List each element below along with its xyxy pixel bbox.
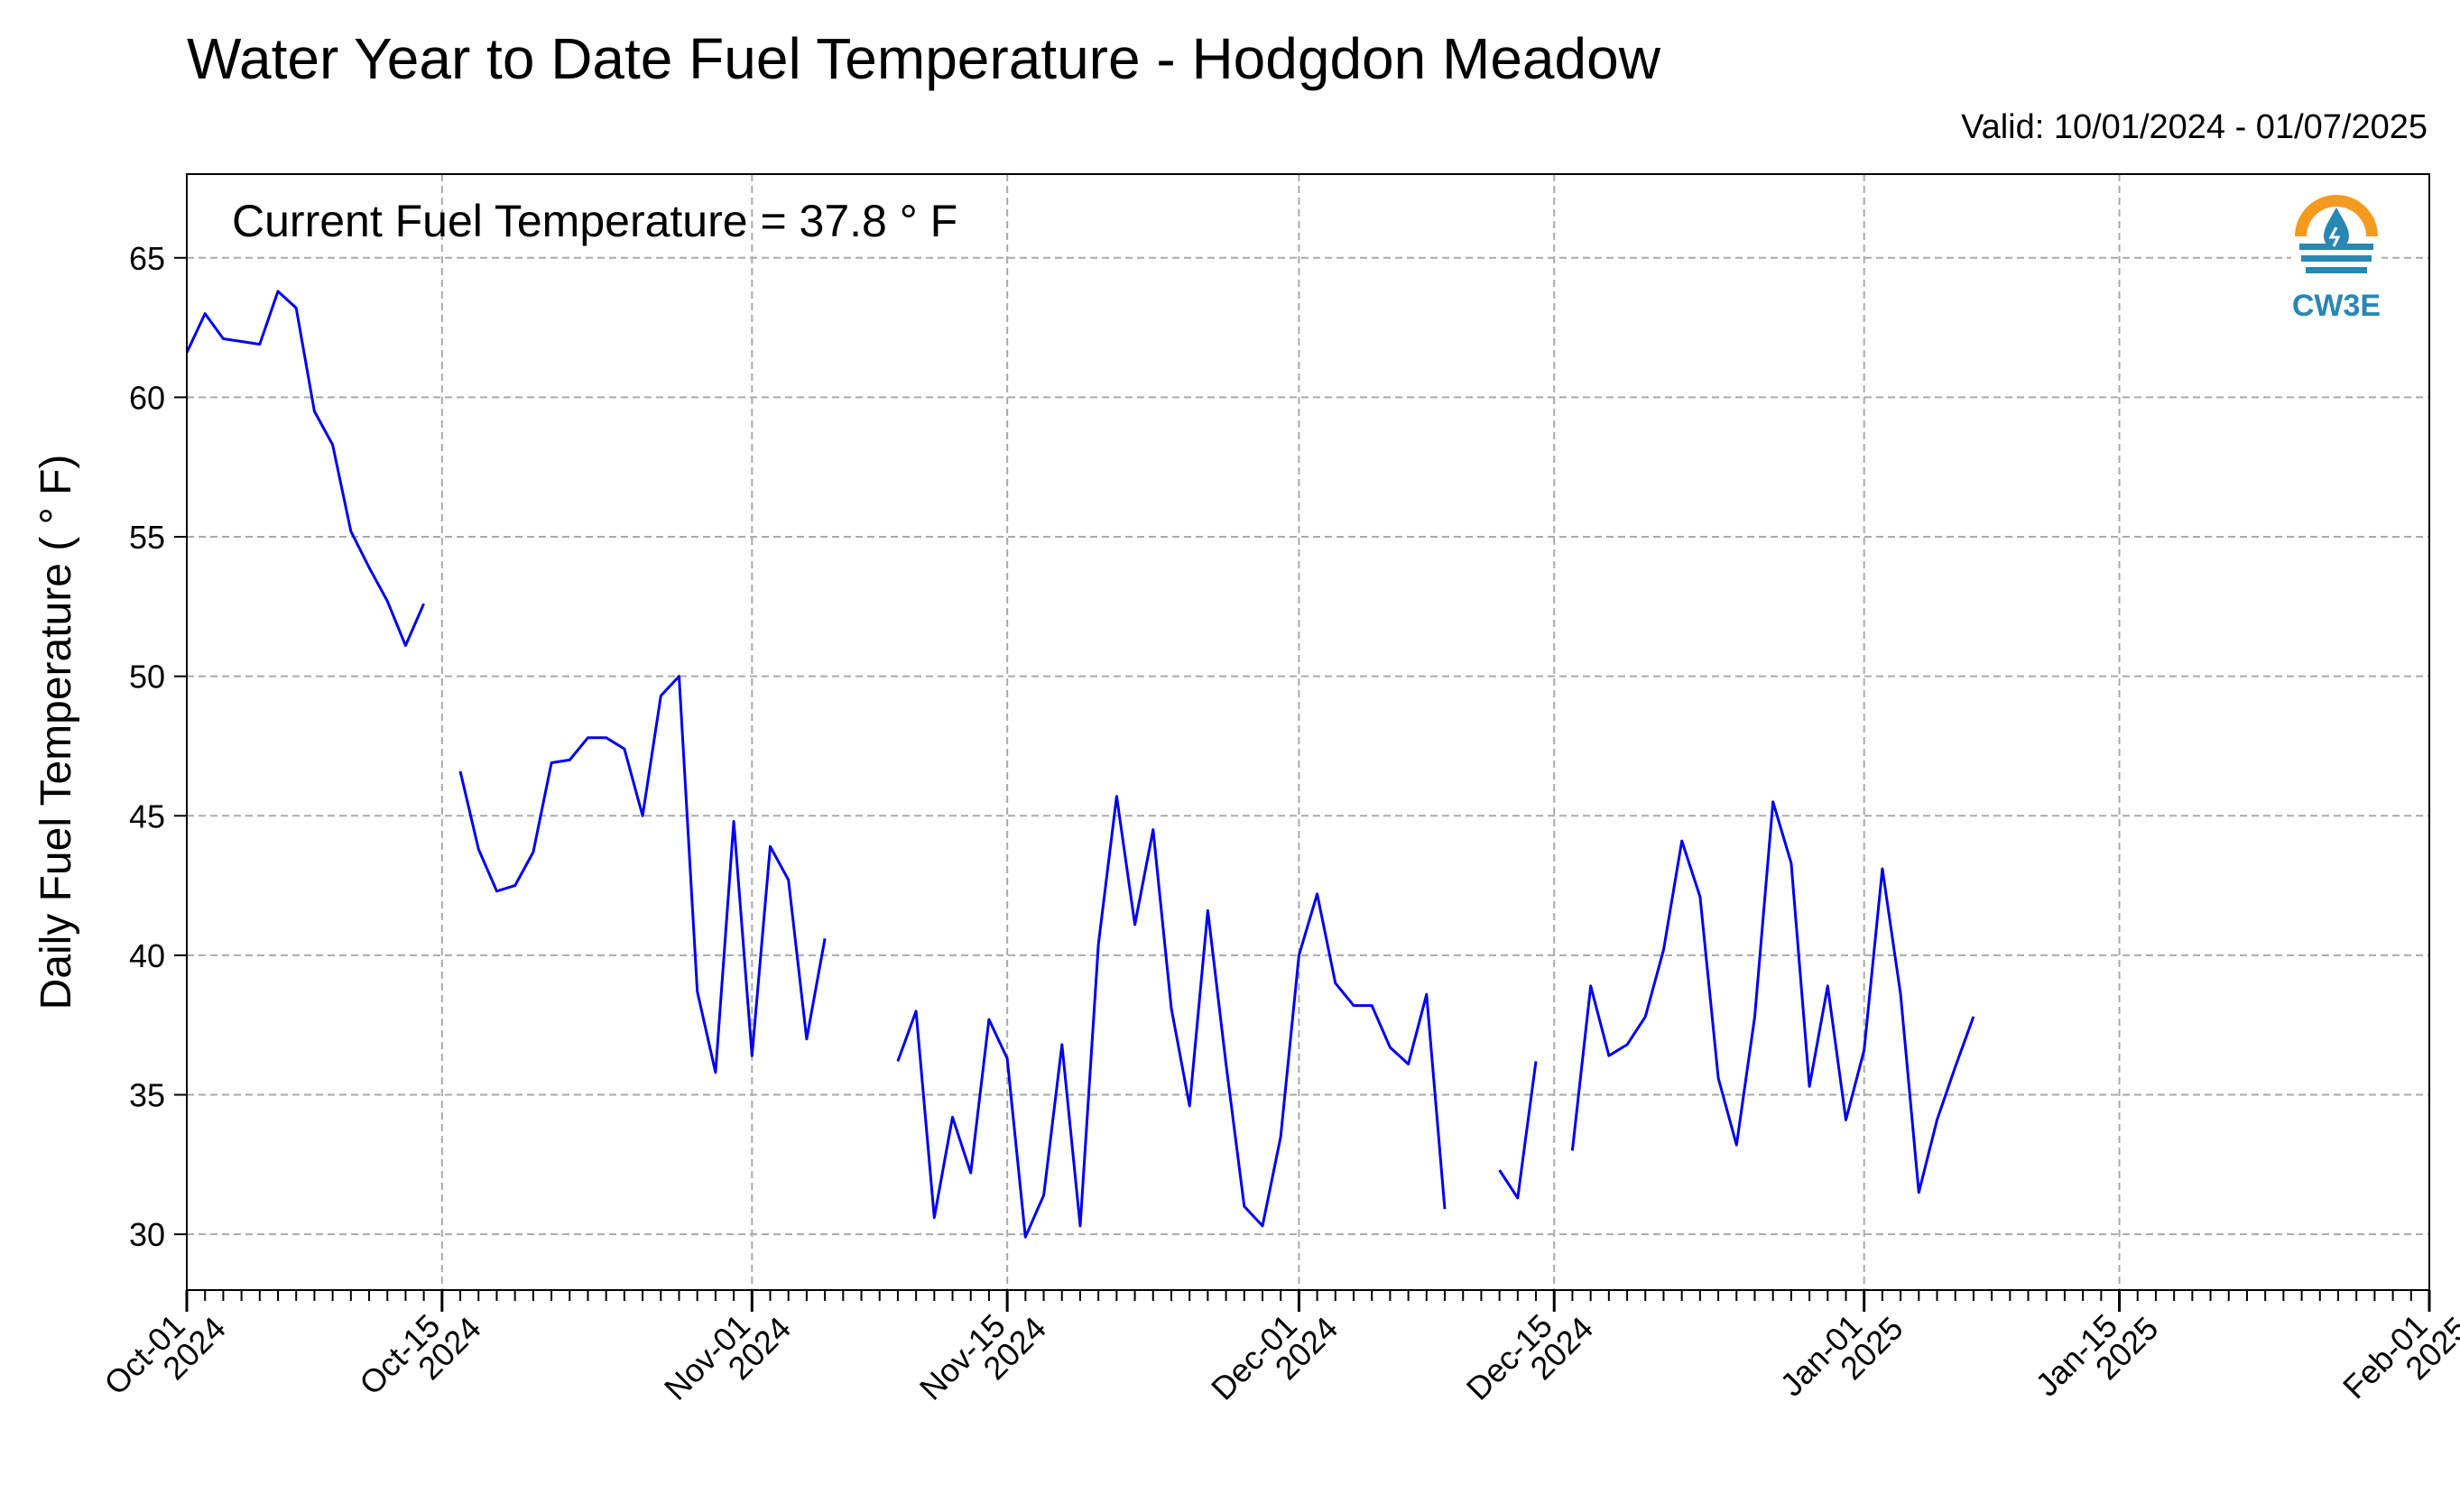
y-tick-label: 60 [129,379,165,416]
series-line-segment [1570,800,1975,1194]
chart-title: Water Year to Date Fuel Temperature - Ho… [187,26,1660,91]
current-fuel-temperature-annotation: Current Fuel Temperature = 37.8 ° F [232,196,957,246]
series-line-segment [185,290,425,648]
series-line-group [185,290,1975,1239]
valid-date-range: Valid: 10/01/2024 - 01/07/2025 [1961,108,2428,146]
y-tick-label: 50 [129,659,165,696]
series-line-segment [458,675,827,1074]
y-tick-label: 40 [129,937,165,974]
y-tick-label: 30 [129,1216,165,1253]
plot-frame [186,173,2430,1291]
y-tick-label: 65 [129,240,165,277]
y-axis-label: Daily Fuel Temperature ( ° F) [32,455,80,1010]
series-line-segment [1498,1061,1538,1200]
y-axis-ticks: 30 35 40 45 50 55 60 65 [129,240,187,1253]
cw3e-water-drop-logo-icon: CW3E [2291,195,2381,323]
series-line-segment [896,795,1447,1239]
y-tick-label: 45 [129,797,165,834]
logo-text: CW3E [2292,289,2381,323]
grid-lines [186,174,2430,1290]
y-tick-label: 35 [129,1077,165,1114]
y-tick-label: 55 [129,519,165,556]
